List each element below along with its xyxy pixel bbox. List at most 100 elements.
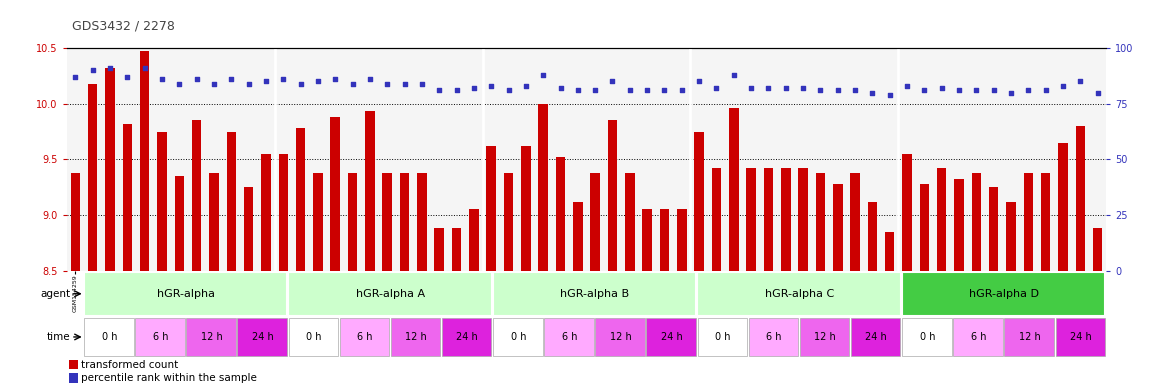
Point [239,81,258,87]
Bar [833,184,843,271]
Bar [781,168,790,271]
Bar [313,173,323,271]
Bar [903,154,912,271]
Bar [712,168,721,271]
Point [828,87,846,93]
Point [776,85,795,91]
Bar [749,318,798,356]
Point [1002,89,1020,96]
Point [621,87,639,93]
Text: hGR-alpha C: hGR-alpha C [765,289,834,299]
Point [482,83,500,89]
Point [673,87,691,93]
Bar [296,128,306,271]
Text: 0 h: 0 h [101,332,117,342]
Bar [850,173,860,271]
Bar [492,271,697,316]
Text: 24 h: 24 h [865,332,887,342]
Bar [442,318,491,356]
Bar [69,360,77,369]
Bar [851,318,900,356]
Point [915,87,934,93]
Bar [1041,173,1050,271]
Point [742,85,760,91]
Point [1036,87,1055,93]
Bar [186,318,236,356]
Bar [1006,202,1015,271]
Text: 6 h: 6 h [358,332,373,342]
Bar [175,176,184,271]
Bar [452,228,461,271]
Bar [764,168,773,271]
Text: 0 h: 0 h [306,332,322,342]
Bar [123,124,132,271]
Bar [417,173,427,271]
Text: time: time [46,332,70,342]
Bar [400,173,409,271]
Point [153,76,171,82]
Bar [695,132,704,271]
Point [898,83,917,89]
Bar [660,209,669,271]
Text: 12 h: 12 h [201,332,222,342]
Point [638,87,657,93]
Point [690,78,708,84]
Point [724,72,743,78]
Bar [815,173,826,271]
Text: 24 h: 24 h [661,332,683,342]
Point [551,85,569,91]
Text: 24 h: 24 h [1070,332,1091,342]
Text: 0 h: 0 h [511,332,526,342]
Point [84,67,102,73]
Bar [87,84,98,271]
Bar [521,146,530,271]
Point [950,87,968,93]
Bar [646,318,696,356]
Point [222,76,240,82]
Text: 0 h: 0 h [715,332,730,342]
Point [361,76,380,82]
Bar [347,173,358,271]
Point [447,87,466,93]
Bar [1058,142,1067,271]
Point [1071,78,1089,84]
Bar [289,318,338,356]
Point [396,81,414,87]
Text: 6 h: 6 h [561,332,577,342]
Bar [237,318,286,356]
Text: 6 h: 6 h [153,332,168,342]
Point [101,65,120,71]
Bar [1024,173,1033,271]
Bar [989,187,998,271]
Point [256,78,275,84]
Bar [1004,318,1053,356]
Bar [798,168,807,271]
Bar [538,104,547,271]
Bar [867,202,877,271]
Bar [607,121,618,271]
Bar [590,173,600,271]
Bar [136,318,185,356]
Bar [158,132,167,271]
Point [881,92,899,98]
Bar [643,209,652,271]
Bar [192,121,201,271]
Bar [391,318,440,356]
Bar [289,271,492,316]
Bar [227,132,236,271]
Bar [902,318,951,356]
Bar [435,228,444,271]
Text: transformed count: transformed count [82,360,178,370]
Point [759,85,777,91]
Bar [596,318,645,356]
Bar [330,117,340,271]
Point [811,87,829,93]
Bar [902,271,1105,316]
Point [499,87,518,93]
Point [586,87,605,93]
Point [308,78,327,84]
Point [534,72,552,78]
Bar [1092,228,1103,271]
Point [967,87,986,93]
Bar [383,173,392,271]
